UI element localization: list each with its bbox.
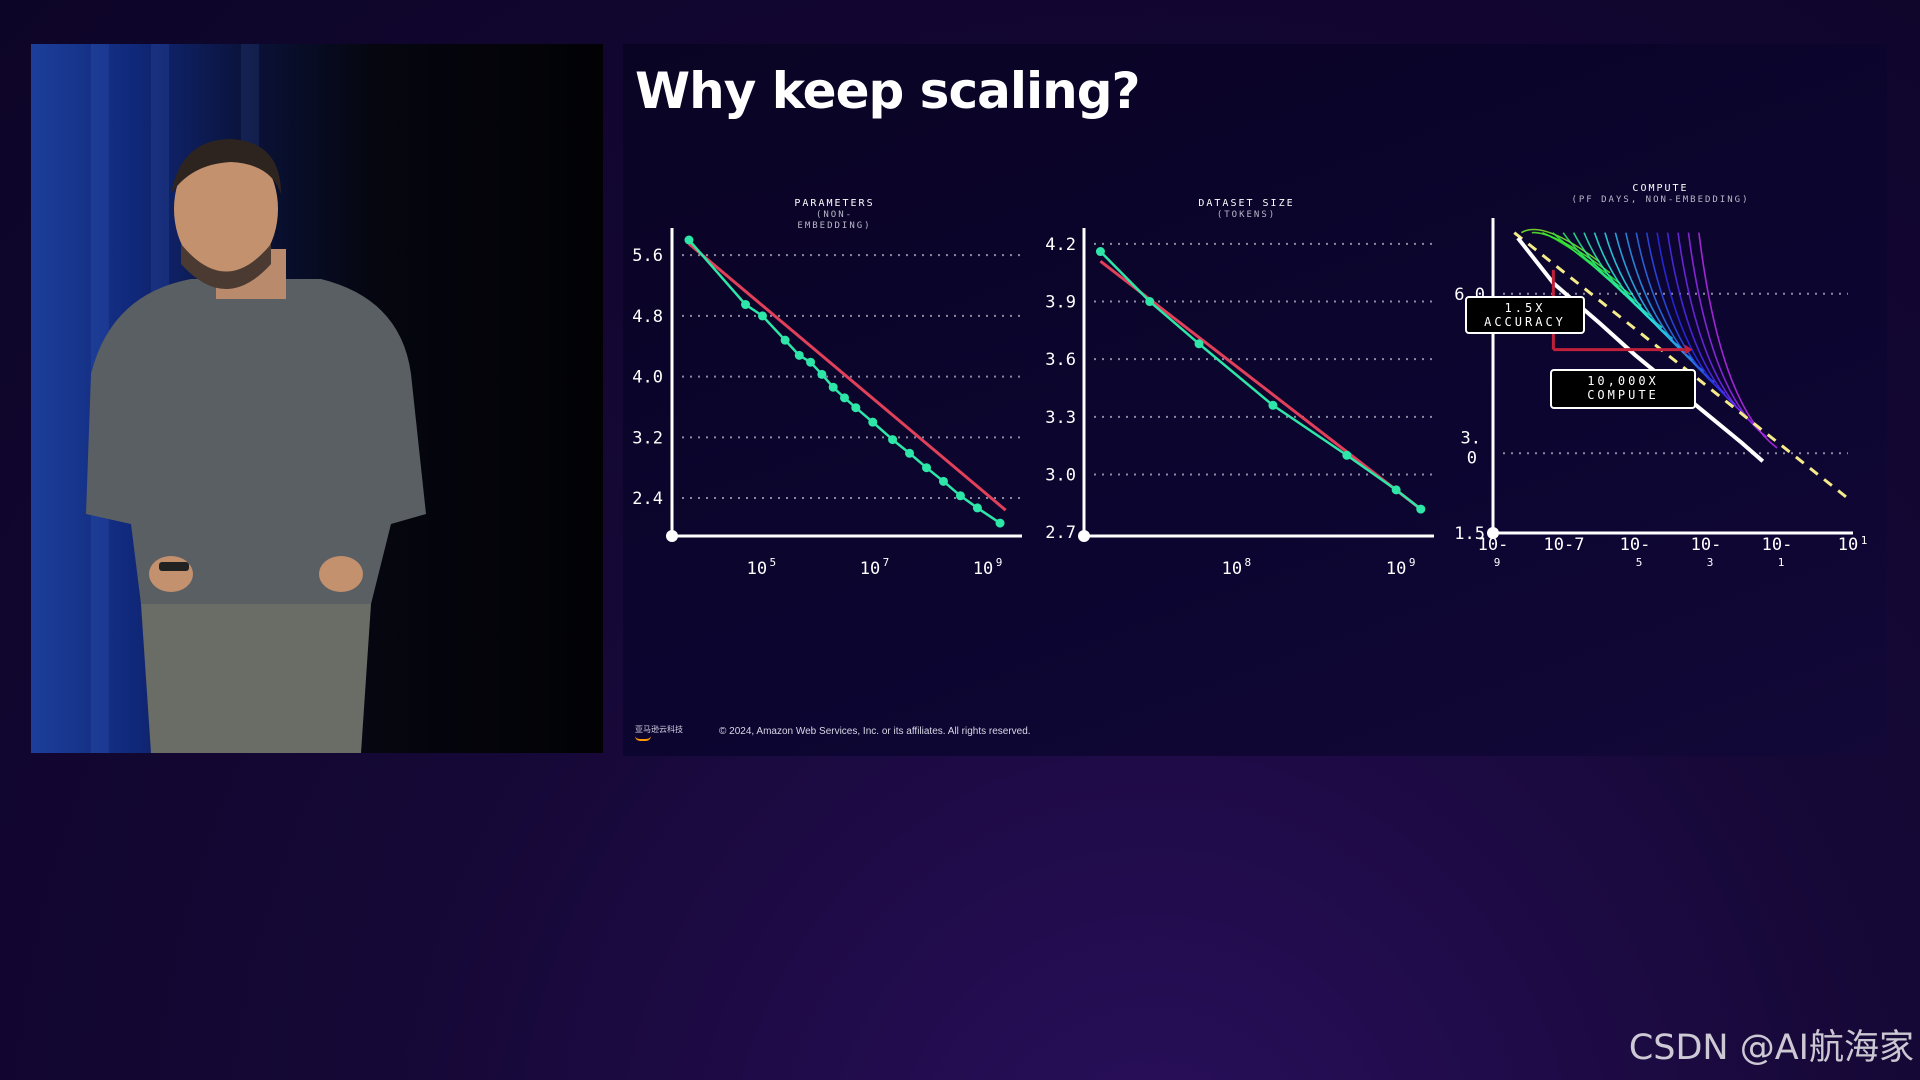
y-tick-label: 0 [1467,448,1477,468]
x-tick-label: 10 [1838,535,1858,555]
y-tick-label: 3.0 [1045,465,1076,485]
learning-curve [1698,232,1778,449]
y-tick-label: 3.2 [632,428,663,448]
data-point [780,335,790,345]
data-point [1342,450,1352,460]
y-tick-label: 4.2 [1045,235,1076,255]
annotation-box [1465,296,1585,334]
x-tick-exponent: 9 [996,556,1003,569]
data-point [1416,504,1426,514]
data-point [972,503,982,513]
x-tick-label: 10 [1222,559,1242,579]
data-point [1268,400,1278,410]
y-tick-label: 3. [1461,428,1481,448]
data-point [905,448,915,458]
presenter-figure [86,139,426,753]
arrow-head [1684,344,1693,355]
y-tick-label: 5.6 [632,246,663,266]
chart-title: COMPUTE [1632,183,1688,194]
data-point [741,300,751,310]
x-tick-exponent: 8 [1245,556,1252,569]
x-tick-exponent: 5 [1636,556,1643,569]
data-point [806,357,816,367]
data-point [1194,339,1204,349]
data-point [851,403,861,413]
x-tick-exponent: 1 [1778,556,1785,569]
y-tick-label: 3.9 [1045,293,1076,313]
fit-line [688,242,1007,512]
annotation-label: 10,000X [1587,374,1659,388]
x-tick-label: 10 [747,559,767,579]
y-tick-label: 2.4 [632,489,663,509]
x-tick-label: 10- [1478,535,1509,555]
x-tick-exponent: 7 [883,556,890,569]
data-point [922,463,932,473]
y-tick-label: 4.0 [632,368,663,388]
axis-origin-dot [666,530,678,542]
x-tick-exponent: 1 [1861,534,1868,547]
x-tick-exponent: 9 [1409,556,1416,569]
annotation-label: COMPUTE [1587,388,1659,402]
learning-curve [1656,232,1736,405]
data-point [938,476,948,486]
aws-logo-text: 亚马逊云科技 [635,725,683,734]
y-tick-label: 4.8 [632,307,663,327]
csdn-watermark: CSDN @AI航海家 [1628,1028,1914,1068]
data-point [995,518,1005,528]
data-point [1145,297,1155,307]
data-point [1095,247,1105,257]
x-tick-label: 10- [1620,535,1651,555]
aws-smile-icon [635,736,651,741]
scaling-law-charts: PARAMETERS(NON-EMBEDDING) 5.6 4.8 4.0 3.2 2.4… [632,183,1868,579]
chart-title: DATASET SIZE [1198,198,1294,209]
x-tick-exponent: 3 [1707,556,1714,569]
x-tick-label: 10- [1762,535,1793,555]
aws-logo: 亚马逊云科技 [635,724,683,741]
slide-title: Why keep scaling? [635,62,1140,120]
y-tick-label: 3.6 [1045,350,1076,370]
chart-subtitle: (PF DAYS, NON-EMBEDDING) [1571,195,1749,205]
y-tick-label: 2.7 [1045,523,1076,543]
x-tick-label: 10 [1386,559,1406,579]
chart-subtitle: EMBEDDING) [797,221,871,231]
data-point [1391,485,1401,495]
x-tick-label: 10- [1691,535,1722,555]
data-point [888,435,898,445]
y-tick-label: 3.3 [1045,408,1076,428]
x-tick-exponent: 5 [770,556,777,569]
data-point [955,491,965,501]
learning-curve [1666,232,1747,416]
extrapolation-line [1513,231,1849,500]
chart-subtitle: (NON- [816,210,853,220]
learning-curve [1572,232,1653,318]
presentation-slide: Why keep scaling? PARAMETERS (NON- EMBEDDI… [623,44,1887,756]
annotation-label: 1.5X [1505,301,1546,315]
speaker-video-frame [31,44,603,753]
data-point [828,382,838,392]
data-point [817,369,827,379]
data-point [868,417,878,427]
x-tick-label: 10 [973,559,993,579]
axis-origin-dot [1078,530,1090,542]
annotation-label: ACCURACY [1484,315,1566,329]
annotation-box [1550,369,1696,409]
chart-subtitle: (TOKENS) [1217,210,1276,220]
x-tick-exponent: 9 [1494,556,1501,569]
data-point [794,350,804,360]
learning-curve [1552,232,1632,296]
data-point [757,311,767,321]
axis-origin-dot [1487,527,1499,539]
data-point [684,235,694,245]
y-tick-label: 1.5 [1454,524,1485,544]
data-point [840,393,849,403]
chart-title: PARAMETERS [794,198,874,209]
x-tick-label: 10 [860,559,880,579]
x-tick-label: 10-7 [1544,535,1585,555]
copyright-notice: © 2024, Amazon Web Services, Inc. or its… [719,726,1031,737]
learning-curve [1520,228,1600,263]
